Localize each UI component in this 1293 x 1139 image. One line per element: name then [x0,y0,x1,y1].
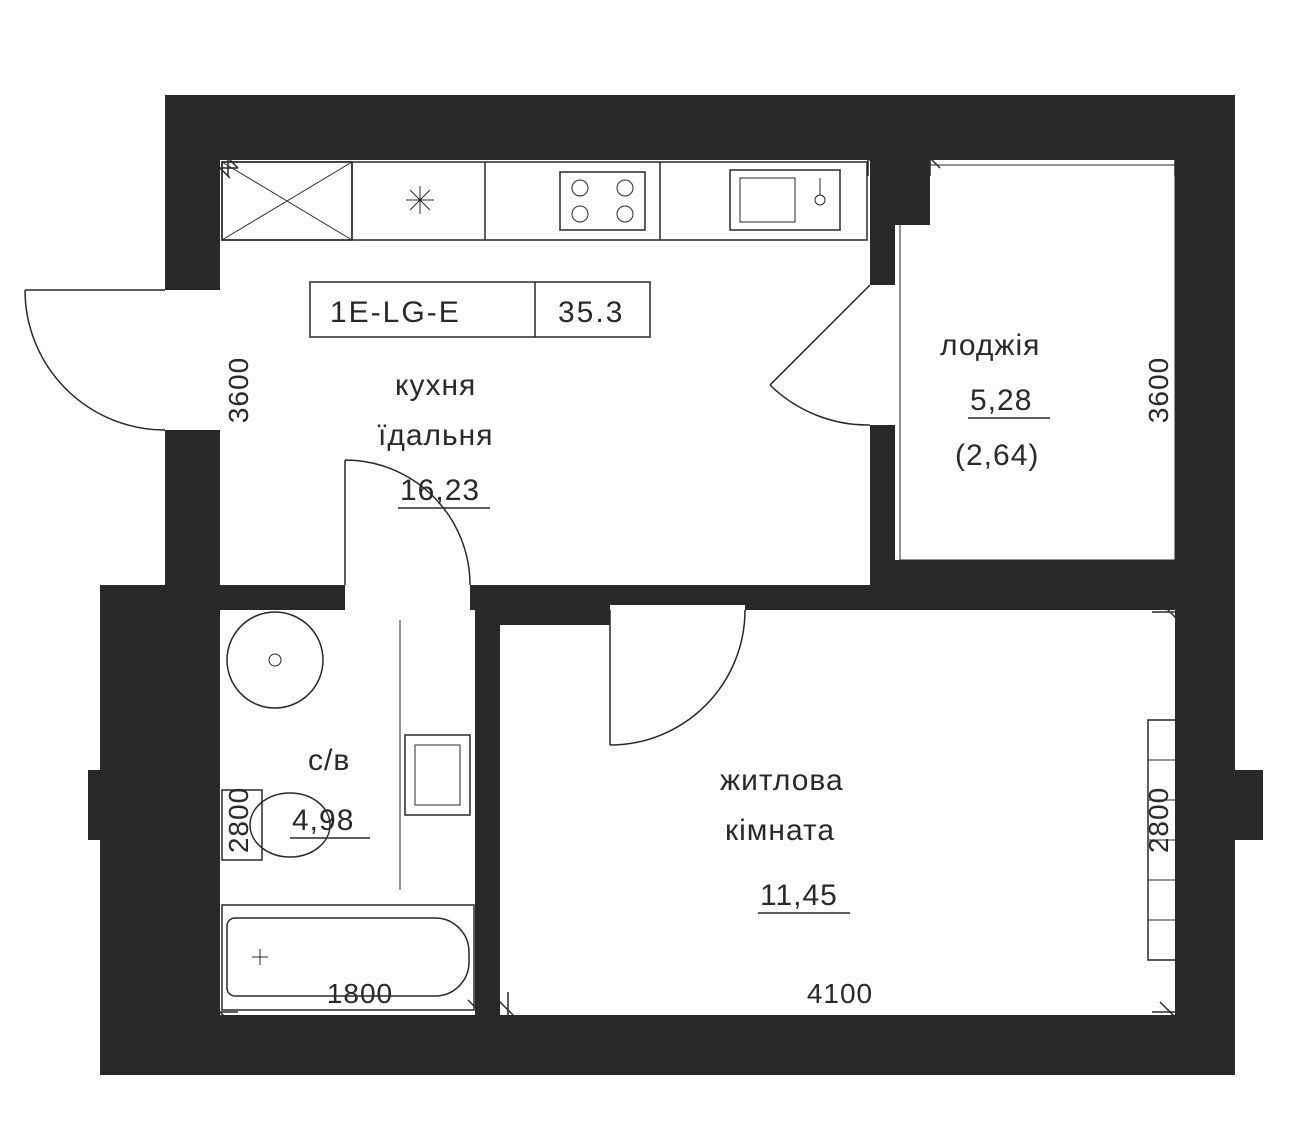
loggia-area: 5,28 [970,384,1032,417]
bathroom-label: с/в [308,744,350,777]
dim-kitchen-width: 4510 [522,127,588,158]
walls [88,95,1263,1075]
unit-code-text: 1E-LG-E [330,296,461,329]
dim-living-height: 2800 [1143,787,1174,853]
kitchen-fixtures [222,162,867,240]
loggia-label: лоджія [940,329,1040,362]
kitchen-label-2: їдальня [377,419,493,452]
loggia-area-reduced: (2,64) [955,439,1039,472]
dim-living-width: 4100 [807,978,873,1009]
kitchen-label-1: кухня [395,369,476,402]
dim-bath-height: 2800 [223,787,254,853]
dim-kitchen-height: 3600 [223,357,254,423]
dim-loggia-height: 3600 [1143,357,1174,423]
dim-loggia-width: 1490 [1027,127,1093,158]
living-label-2: кімната [725,814,835,847]
living-label-1: житлова [720,764,844,797]
kitchen-area: 16,23 [400,474,480,507]
unit-badge: 1E-LG-E 35.3 [310,282,650,337]
dim-bath-width: 1800 [327,978,393,1009]
bathroom-area: 4,98 [292,804,354,837]
unit-total-area: 35.3 [558,296,624,329]
living-area: 11,45 [760,879,838,912]
floorplan-diagram: 1E-LG-E 35.3 кухня їдальня 16,23 лоджія … [0,0,1293,1139]
